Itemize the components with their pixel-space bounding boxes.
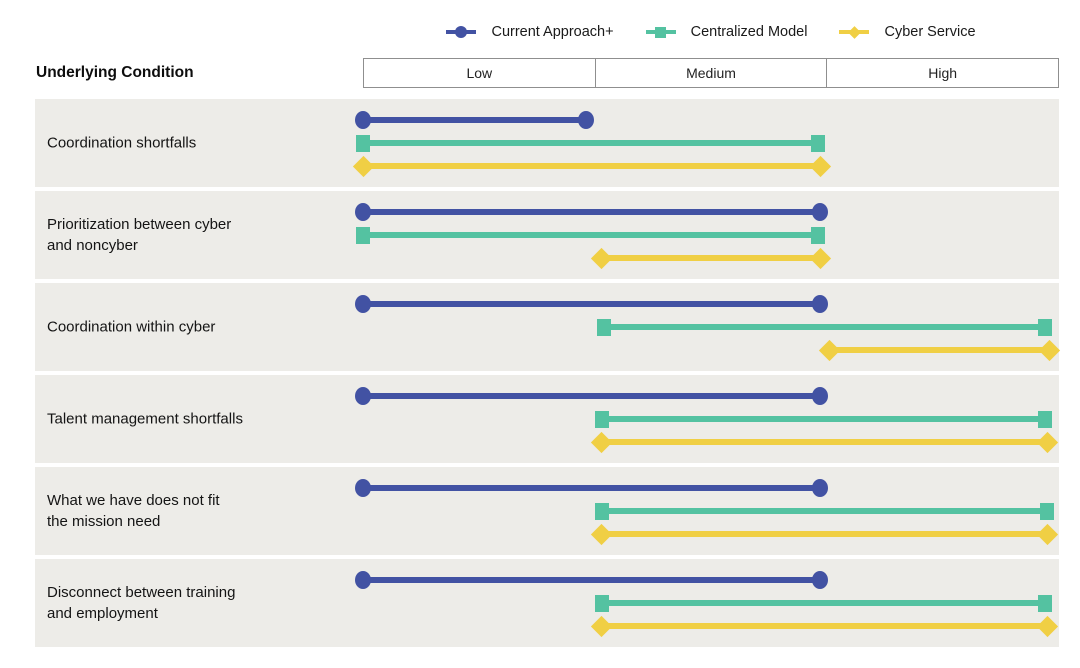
diamond-marker-icon: [1036, 431, 1058, 453]
row-band: Talent management shortfalls: [35, 375, 1059, 463]
square-marker-icon: [1038, 410, 1053, 428]
range-line-diamond: [601, 531, 1048, 537]
square-marker-icon: [356, 226, 370, 244]
row-axis-title: Underlying Condition: [36, 64, 194, 81]
row-label: Prioritization between cyber and noncyber: [47, 214, 347, 256]
square-marker-icon: [1038, 318, 1053, 336]
range-line-circle: [363, 577, 821, 583]
diamond-marker-icon: [352, 155, 374, 177]
row-label-line: the mission need: [47, 513, 161, 530]
square-marker-icon: [1040, 502, 1055, 520]
column-header-medium: Medium: [594, 59, 827, 87]
row-label-line: Coordination shortfalls: [47, 134, 197, 152]
range-line-square: [601, 508, 1048, 514]
circle-marker-icon: [812, 295, 829, 313]
range-line-diamond: [601, 255, 821, 261]
diamond-marker-icon: [809, 155, 831, 177]
circle-marker-icon: [355, 295, 371, 313]
range-line-circle: [363, 209, 821, 215]
yellow-diamond-line-icon: [839, 22, 870, 42]
circle-marker-icon: [577, 111, 594, 129]
square-marker-icon: [1038, 594, 1053, 612]
row-band: Disconnect between training and employmen…: [35, 559, 1059, 647]
column-headers: Low Medium High: [363, 58, 1059, 88]
row-label-line: Coordination within cyber: [47, 318, 216, 336]
range-line-diamond: [829, 347, 1050, 353]
column-header-high: High: [826, 59, 1058, 87]
row-band: Coordination shortfalls: [35, 99, 1059, 187]
square-marker-icon: [655, 26, 667, 38]
row-label-line: and employment: [47, 605, 158, 622]
row-label-line: and noncyber: [47, 237, 138, 254]
square-marker-icon: [597, 318, 612, 336]
teal-square-line-icon: [645, 22, 676, 42]
square-marker-icon: [810, 134, 825, 152]
legend-item: Cyber Service: [839, 22, 976, 42]
diamond-marker-icon: [809, 247, 831, 269]
row-band: Prioritization between cyber and noncyber: [35, 191, 1059, 279]
circle-marker-icon: [812, 203, 829, 221]
range-line-diamond: [601, 623, 1048, 629]
diamond-marker-icon: [591, 247, 613, 269]
range-line-diamond: [601, 439, 1048, 445]
range-line-square: [601, 600, 1046, 606]
range-line-circle: [363, 117, 586, 123]
diamond-marker-icon: [591, 431, 613, 453]
row-label-line: Disconnect between training: [47, 584, 236, 601]
legend-item: Centralized Model: [645, 22, 808, 42]
diamond-marker-icon: [818, 339, 840, 361]
diamond-marker-icon: [591, 523, 613, 545]
row-label-line: What we have does not fit: [47, 492, 220, 509]
row-label: Coordination shortfalls: [47, 133, 347, 154]
circle-marker-icon: [355, 479, 371, 497]
diamond-marker-icon: [1036, 615, 1058, 637]
range-line-square: [601, 416, 1046, 422]
circle-marker-icon: [455, 26, 468, 38]
square-marker-icon: [356, 134, 370, 152]
row-band: Coordination within cyber: [35, 283, 1061, 371]
diamond-marker-icon: [1039, 339, 1061, 361]
blue-circle-line-icon: [446, 22, 477, 42]
square-marker-icon: [594, 594, 609, 612]
range-line-square: [363, 232, 818, 238]
row-label: Talent management shortfalls: [47, 409, 347, 430]
row-label-line: Talent management shortfalls: [47, 410, 243, 428]
square-marker-icon: [594, 502, 609, 520]
legend-item: Current Approach+: [446, 22, 614, 42]
circle-marker-icon: [355, 387, 371, 405]
circle-marker-icon: [812, 479, 829, 497]
circle-marker-icon: [812, 571, 829, 589]
range-line-square: [363, 140, 818, 146]
chart-rows: Coordination shortfalls Prioritization be…: [35, 99, 1061, 651]
row-band: What we have does not fit the mission nee…: [35, 467, 1059, 555]
legend-item-label: Cyber Service: [884, 24, 976, 40]
square-marker-icon: [594, 410, 609, 428]
circle-marker-icon: [355, 203, 371, 221]
row-label-line: Prioritization between cyber: [47, 216, 232, 233]
row-label: Coordination within cyber: [47, 317, 347, 338]
row-label: Disconnect between training and employmen…: [47, 582, 347, 624]
square-marker-icon: [810, 226, 825, 244]
diamond-marker-icon: [848, 25, 861, 39]
diamond-marker-icon: [1036, 523, 1058, 545]
range-line-circle: [363, 485, 821, 491]
legend-item-label: Centralized Model: [690, 24, 808, 40]
range-line-square: [604, 324, 1046, 330]
row-label: What we have does not fit the mission nee…: [47, 490, 347, 532]
circle-marker-icon: [355, 571, 371, 589]
chart-legend: Current Approach+ Centralized Model Cyber …: [363, 20, 1059, 44]
diamond-marker-icon: [591, 615, 613, 637]
circle-marker-icon: [355, 111, 371, 129]
circle-marker-icon: [812, 387, 829, 405]
column-header-low: Low: [466, 65, 493, 81]
range-line-diamond: [363, 163, 821, 169]
legend-item-label: Current Approach+: [491, 24, 614, 40]
range-line-circle: [363, 393, 821, 399]
range-line-circle: [363, 301, 821, 307]
